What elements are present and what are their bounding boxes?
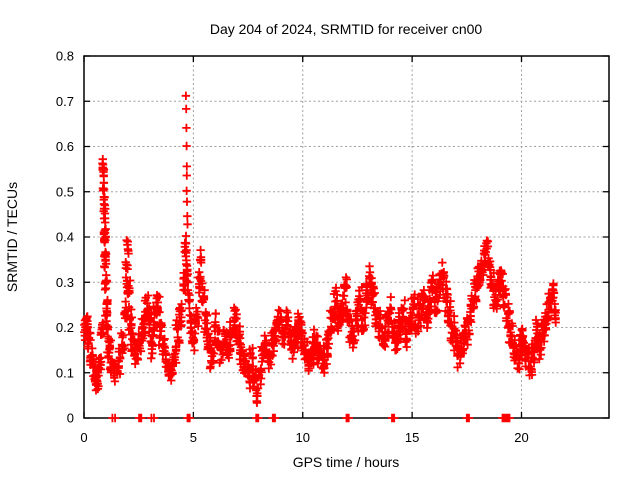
y-tick-label: 0.6 — [56, 139, 74, 154]
scatter-plus-markers — [80, 91, 560, 423]
gridlines — [84, 56, 609, 418]
x-axis-label: GPS time / hours — [293, 454, 400, 470]
x-tick-label: 5 — [190, 430, 197, 445]
y-tick-label: 0.3 — [56, 275, 74, 290]
y-tick-label: 0.5 — [56, 184, 74, 199]
y-tick-label: 0 — [67, 411, 74, 426]
x-tick-label: 0 — [80, 430, 87, 445]
tick-labels: 0 5 10 15 20 0 0.1 0.2 0.3 0.4 0.5 0.6 0.7 0.8 — [56, 49, 529, 446]
y-tick-label: 0.8 — [56, 49, 74, 64]
y-tick-label: 0.4 — [56, 230, 74, 245]
x-tick-label: 10 — [296, 430, 310, 445]
y-axis-label: SRMTID / TECUs — [4, 182, 20, 292]
axis-tick-marks — [83, 55, 609, 419]
chart-title: Day 204 of 2024, SRMTID for receiver cn0… — [210, 21, 483, 37]
y-tick-label: 0.7 — [56, 94, 74, 109]
x-tick-label: 15 — [405, 430, 419, 445]
y-tick-label: 0.2 — [56, 320, 74, 335]
y-tick-label: 0.1 — [56, 365, 74, 380]
data-points — [80, 91, 560, 423]
x-tick-label: 20 — [514, 430, 528, 445]
